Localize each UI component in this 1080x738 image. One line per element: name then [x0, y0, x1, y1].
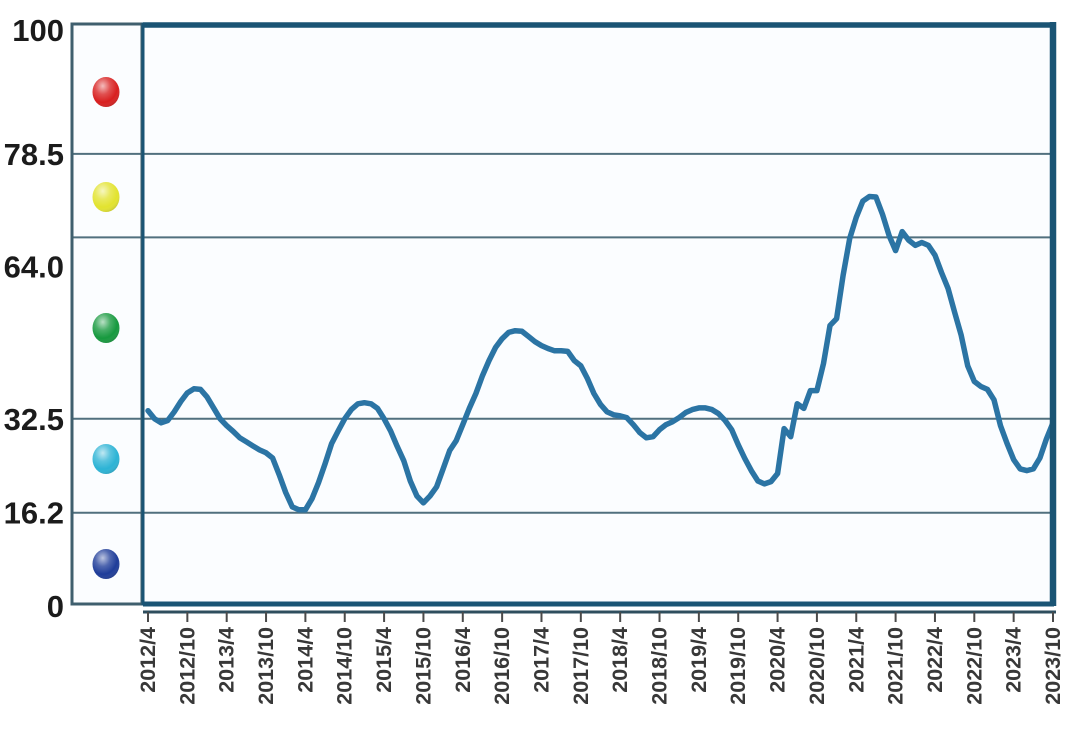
data-line	[145, 193, 1056, 513]
x-axis-label: 2013/4	[215, 627, 239, 693]
y-axis-label: 16.2	[4, 496, 64, 531]
green-ball-gloss	[92, 313, 120, 343]
cyan-ball-gloss	[92, 444, 120, 474]
x-axis-label: 2013/10	[254, 627, 278, 705]
x-axis-label: 2017/10	[569, 627, 593, 705]
x-axis-label: 2021/4	[844, 627, 868, 693]
x-axis-label: 2022/10	[962, 627, 986, 705]
x-axis-label: 2016/4	[451, 627, 475, 693]
red-ball-gloss	[92, 77, 120, 107]
x-axis-label: 2019/10	[726, 627, 750, 705]
x-axis-label: 2020/10	[805, 627, 829, 705]
x-axis-ticks	[143, 610, 1056, 622]
x-axis-label: 2016/10	[490, 627, 514, 705]
x-axis-label: 2015/4	[372, 627, 396, 693]
x-axis-label: 2019/4	[687, 627, 711, 693]
gridlines	[72, 152, 1054, 514]
plot-background-layer	[72, 24, 1054, 604]
x-axis-label: 2012/10	[175, 627, 199, 705]
data-line-layer	[145, 193, 1056, 513]
y-axis-label: 64.0	[4, 249, 64, 284]
yellow-ball-gloss	[92, 182, 120, 212]
x-axis-label: 2018/4	[608, 627, 632, 693]
frame-layer	[70, 22, 1057, 607]
signal-balls	[92, 77, 120, 579]
x-axis-label: 2014/4	[293, 627, 317, 693]
y-axis-label: 100	[12, 13, 64, 48]
x-axis-label: 2022/4	[923, 627, 947, 693]
x-axis-label: 2015/10	[411, 627, 435, 705]
x-axis-label: 2018/10	[648, 627, 672, 705]
y-axis-labels: 100 78.5 64.0 32.5 16.2 0	[4, 13, 64, 624]
y-axis-label: 78.5	[4, 137, 64, 172]
y-axis-label: 0	[47, 589, 64, 624]
plot-background	[143, 24, 1054, 604]
blue-ball-gloss	[92, 549, 120, 579]
x-axis-label: 2023/10	[1041, 627, 1065, 705]
x-axis-labels: 2012/4 2012/10 2013/4 2013/10 2014/4 2014/10 2…	[136, 627, 1065, 705]
x-axis-label: 2021/10	[884, 627, 908, 705]
x-axis-label: 2023/4	[1002, 627, 1026, 693]
x-axis-label: 2020/4	[766, 627, 790, 693]
x-axis-label: 2017/4	[529, 627, 553, 693]
x-axis-label: 2012/4	[136, 627, 160, 693]
y-axis-label: 32.5	[4, 402, 64, 437]
x-axis-label: 2014/10	[333, 627, 357, 705]
